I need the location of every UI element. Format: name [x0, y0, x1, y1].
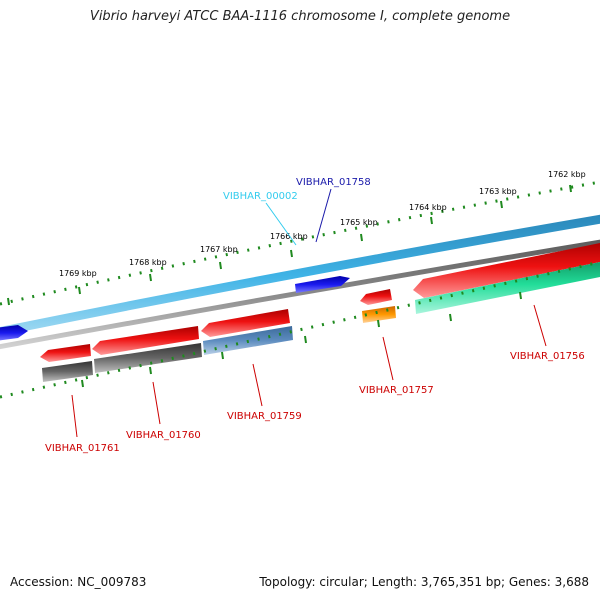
outer-major-ticks [7, 184, 572, 306]
leader-vibhar-01757 [382, 336, 394, 381]
leader-vibhar-01756 [533, 304, 547, 347]
gene-label-vibhar-01758: VIBHAR_01758 [296, 177, 371, 188]
gene-vibhar-01760 [94, 343, 202, 373]
forward-gene-left-edge [0, 325, 28, 341]
scale-label-1765: 1765 kbp [340, 218, 378, 227]
gene-label-vibhar-01760: VIBHAR_01760 [126, 430, 201, 441]
gene-vibhar-01761 [42, 361, 93, 382]
scale-label-1768: 1768 kbp [129, 258, 167, 267]
scale-label-1763: 1763 kbp [479, 187, 517, 196]
genome-summary-text: Topology: circular; Length: 3,765,351 bp… [259, 575, 589, 589]
gene-label-vibhar-00002: VIBHAR_00002 [223, 191, 298, 202]
reverse-strand-backbone [0, 239, 600, 350]
leader-vibhar-01759 [252, 363, 263, 407]
cds-vibhar-01761 [40, 344, 91, 362]
inner-major-ticks [81, 291, 522, 388]
cds-vibhar-01760 [92, 326, 199, 355]
forward-strand-backbone [0, 214, 600, 336]
scale-label-1762: 1762 kbp [548, 170, 586, 179]
cds-vibhar-01756 [413, 243, 600, 298]
gene-label-vibhar-01759: VIBHAR_01759 [227, 411, 302, 422]
gene-label-vibhar-01757: VIBHAR_01757 [359, 385, 434, 396]
gene-vibhar-01756 [415, 262, 600, 314]
gene-vibhar-01758-feature [295, 276, 350, 293]
scale-label-1766: 1766 kbp [270, 232, 308, 241]
cds-vibhar-01757 [360, 289, 392, 305]
inner-tick-ring [0, 260, 600, 399]
gene-label-vibhar-01756: VIBHAR_01756 [510, 351, 585, 362]
leader-vibhar-01758 [315, 188, 332, 243]
leader-vibhar-01761 [71, 394, 78, 438]
gene-label-vibhar-01761: VIBHAR_01761 [45, 443, 120, 454]
map-title: Vibrio harveyi ATCC BAA-1116 chromosome … [89, 9, 511, 24]
leader-vibhar-01760 [152, 381, 161, 425]
scale-label-1764: 1764 kbp [409, 203, 447, 212]
scale-label-1769: 1769 kbp [59, 269, 97, 278]
accession-text: Accession: NC_009783 [10, 575, 147, 589]
cds-vibhar-01759 [201, 309, 290, 337]
scale-label-1767: 1767 kbp [200, 245, 238, 254]
leader-vibhar-00002 [265, 202, 297, 246]
